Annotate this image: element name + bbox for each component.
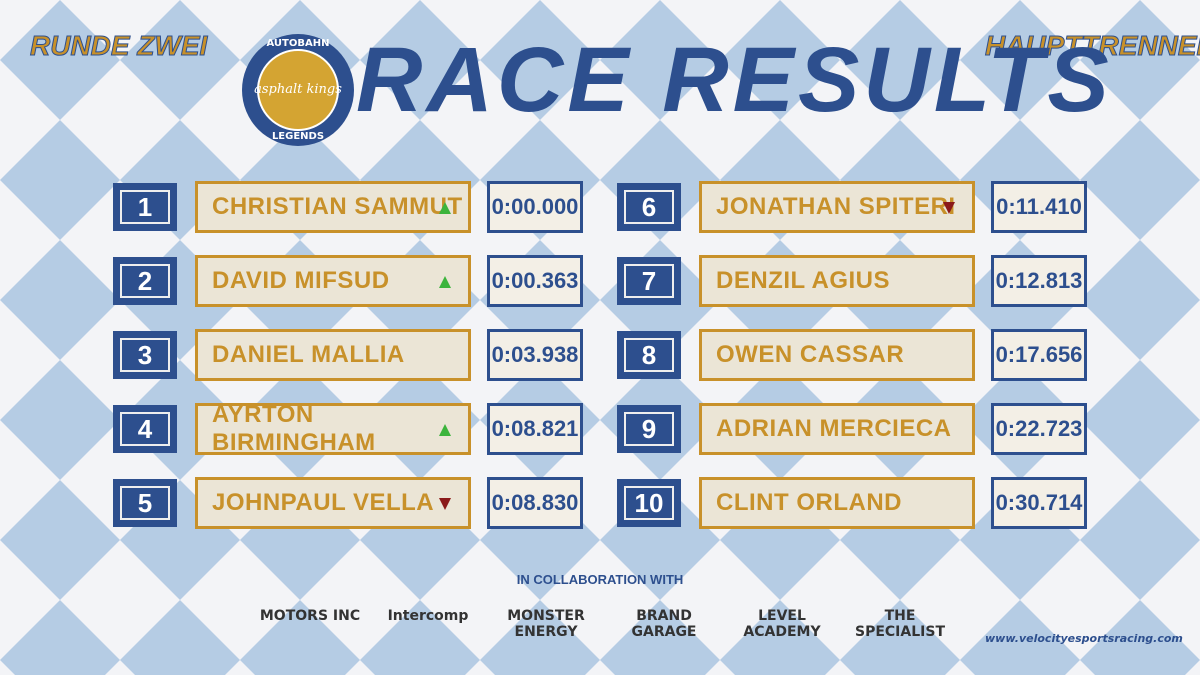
position: 6 [624, 190, 674, 224]
position: 10 [624, 486, 674, 520]
driver-name: CHRISTIAN SAMMUT [195, 181, 471, 233]
position-box: 3 [113, 331, 177, 379]
lap-time: 0:03.938 [487, 329, 583, 381]
position: 7 [624, 264, 674, 298]
lap-time: 0:22.723 [991, 403, 1087, 455]
lap-time: 0:12.813 [991, 255, 1087, 307]
position-box: 4 [113, 405, 177, 453]
position-box: 5 [113, 479, 177, 527]
driver-name: DAVID MIFSUD [195, 255, 471, 307]
position-box: 1 [113, 183, 177, 231]
logo-middle: asphalt kings [254, 82, 342, 97]
position-box: 10 [617, 479, 681, 527]
position: 3 [120, 338, 170, 372]
lap-time: 0:00.000 [487, 181, 583, 233]
position: 1 [120, 190, 170, 224]
lap-time: 0:17.656 [991, 329, 1087, 381]
sponsor-logo: BRAND GARAGE [631, 608, 697, 640]
driver-name: ADRIAN MERCIECA [699, 403, 975, 455]
lap-time: 0:08.830 [487, 477, 583, 529]
driver-name: AYRTON BIRMINGHAM [195, 401, 471, 456]
logo-top: AUTOBAHN [266, 38, 330, 49]
driver-name: OWEN CASSAR [699, 329, 975, 381]
position-box: 2 [113, 257, 177, 305]
driver-name: DENZIL AGIUS [699, 255, 975, 307]
driver-name: CLINT ORLAND [699, 477, 975, 529]
position-box: 7 [617, 257, 681, 305]
trend-up [439, 202, 451, 214]
driver-name: JOHNPAUL VELLA [195, 477, 471, 529]
session-label: HAUPTTRENNEN [985, 30, 1200, 62]
position: 2 [120, 264, 170, 298]
sponsor-logo: LEVEL ACADEMY [743, 608, 821, 640]
trend-up [439, 424, 451, 436]
collaboration-label: IN COLLABORATION WITH [516, 572, 684, 587]
sponsor-logo: MOTORS INC [259, 608, 361, 624]
driver-name: JONATHAN SPITERI [699, 181, 975, 233]
round-label: RUNDE ZWEI [29, 30, 208, 62]
website: www.velocityesportsracing.com [985, 632, 1183, 645]
lap-time: 0:08.821 [487, 403, 583, 455]
lap-time: 0:30.714 [991, 477, 1087, 529]
position-box: 8 [617, 331, 681, 379]
position: 8 [624, 338, 674, 372]
driver-name: DANIEL MALLIA [195, 329, 471, 381]
position-box: 9 [617, 405, 681, 453]
trend-down [439, 498, 451, 510]
position: 9 [624, 412, 674, 446]
position: 5 [120, 486, 170, 520]
trend-down [943, 202, 955, 214]
logo-bottom: LEGENDS [271, 131, 325, 142]
lap-time: 0:00.363 [487, 255, 583, 307]
sponsor-logo: MONSTER ENERGY [507, 608, 585, 640]
position: 4 [120, 412, 170, 446]
title: RACE RESULTS [356, 29, 1113, 131]
position-box: 6 [617, 183, 681, 231]
lap-time: 0:11.410 [991, 181, 1087, 233]
trend-up [439, 276, 451, 288]
sponsor-logo: THE SPECIALIST [855, 608, 945, 640]
sponsor-logo: Intercomp [387, 608, 469, 624]
